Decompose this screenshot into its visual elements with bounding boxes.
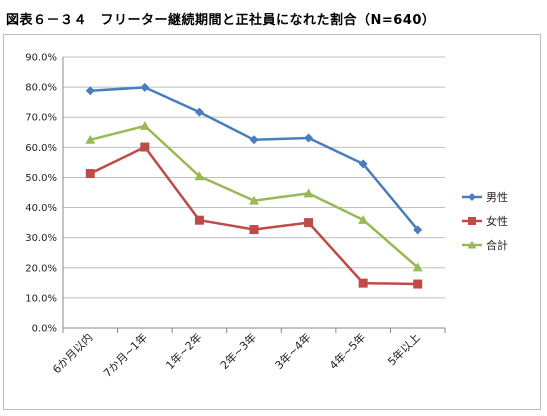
y-tick-label: 80.0% bbox=[25, 83, 57, 94]
legend-marker bbox=[468, 217, 476, 225]
data-point bbox=[413, 225, 423, 235]
data-point bbox=[249, 225, 259, 235]
y-tick-label: 20.0% bbox=[25, 263, 57, 274]
series-line-2 bbox=[89, 145, 418, 286]
data-point bbox=[304, 133, 314, 143]
x-tick-label: 6か月以内 bbox=[49, 330, 95, 376]
data-point bbox=[140, 142, 150, 152]
y-tick-label: 10.0% bbox=[25, 293, 57, 304]
data-point bbox=[140, 82, 150, 92]
data-point bbox=[194, 171, 205, 181]
data-point bbox=[358, 159, 368, 169]
legend-marker bbox=[467, 240, 477, 249]
x-tick-label: 7か月~1年 bbox=[100, 330, 150, 380]
chart-title: 図表６－３４ フリーター継続期間と正社員になれた割合（N=640） bbox=[6, 13, 436, 28]
data-point bbox=[249, 135, 259, 145]
x-tick-label: 4年~5年 bbox=[326, 330, 368, 372]
legend-marker bbox=[468, 193, 476, 201]
x-tick-label: 5年以上 bbox=[385, 330, 423, 368]
y-tick-label: 0.0% bbox=[32, 324, 57, 335]
y-tick-label: 90.0% bbox=[25, 53, 57, 64]
legend-label: 合計 bbox=[486, 238, 508, 252]
data-point bbox=[139, 121, 150, 130]
data-point bbox=[85, 169, 95, 179]
series-line-1 bbox=[90, 86, 419, 231]
data-point bbox=[303, 188, 314, 198]
data-point bbox=[304, 218, 314, 228]
data-point bbox=[194, 107, 204, 117]
y-tick-label: 70.0% bbox=[25, 113, 57, 124]
chart-frame bbox=[3, 34, 541, 410]
x-tick-label: 1年~2年 bbox=[163, 330, 205, 372]
x-tick-label: 2年~3年 bbox=[217, 330, 259, 372]
x-tick-label: 3年~4年 bbox=[272, 330, 314, 372]
y-tick-label: 50.0% bbox=[25, 173, 57, 184]
data-point bbox=[412, 262, 423, 272]
data-point bbox=[194, 215, 204, 225]
y-tick-label: 60.0% bbox=[25, 143, 57, 154]
y-tick-label: 40.0% bbox=[25, 203, 57, 214]
data-point bbox=[85, 134, 96, 144]
data-point bbox=[85, 86, 95, 96]
legend-label: 女性 bbox=[486, 214, 508, 228]
data-point bbox=[358, 214, 369, 224]
data-point bbox=[413, 279, 423, 289]
y-tick-label: 30.0% bbox=[25, 233, 57, 244]
data-point bbox=[249, 195, 259, 205]
legend-label: 男性 bbox=[486, 190, 508, 204]
data-point bbox=[358, 278, 368, 288]
